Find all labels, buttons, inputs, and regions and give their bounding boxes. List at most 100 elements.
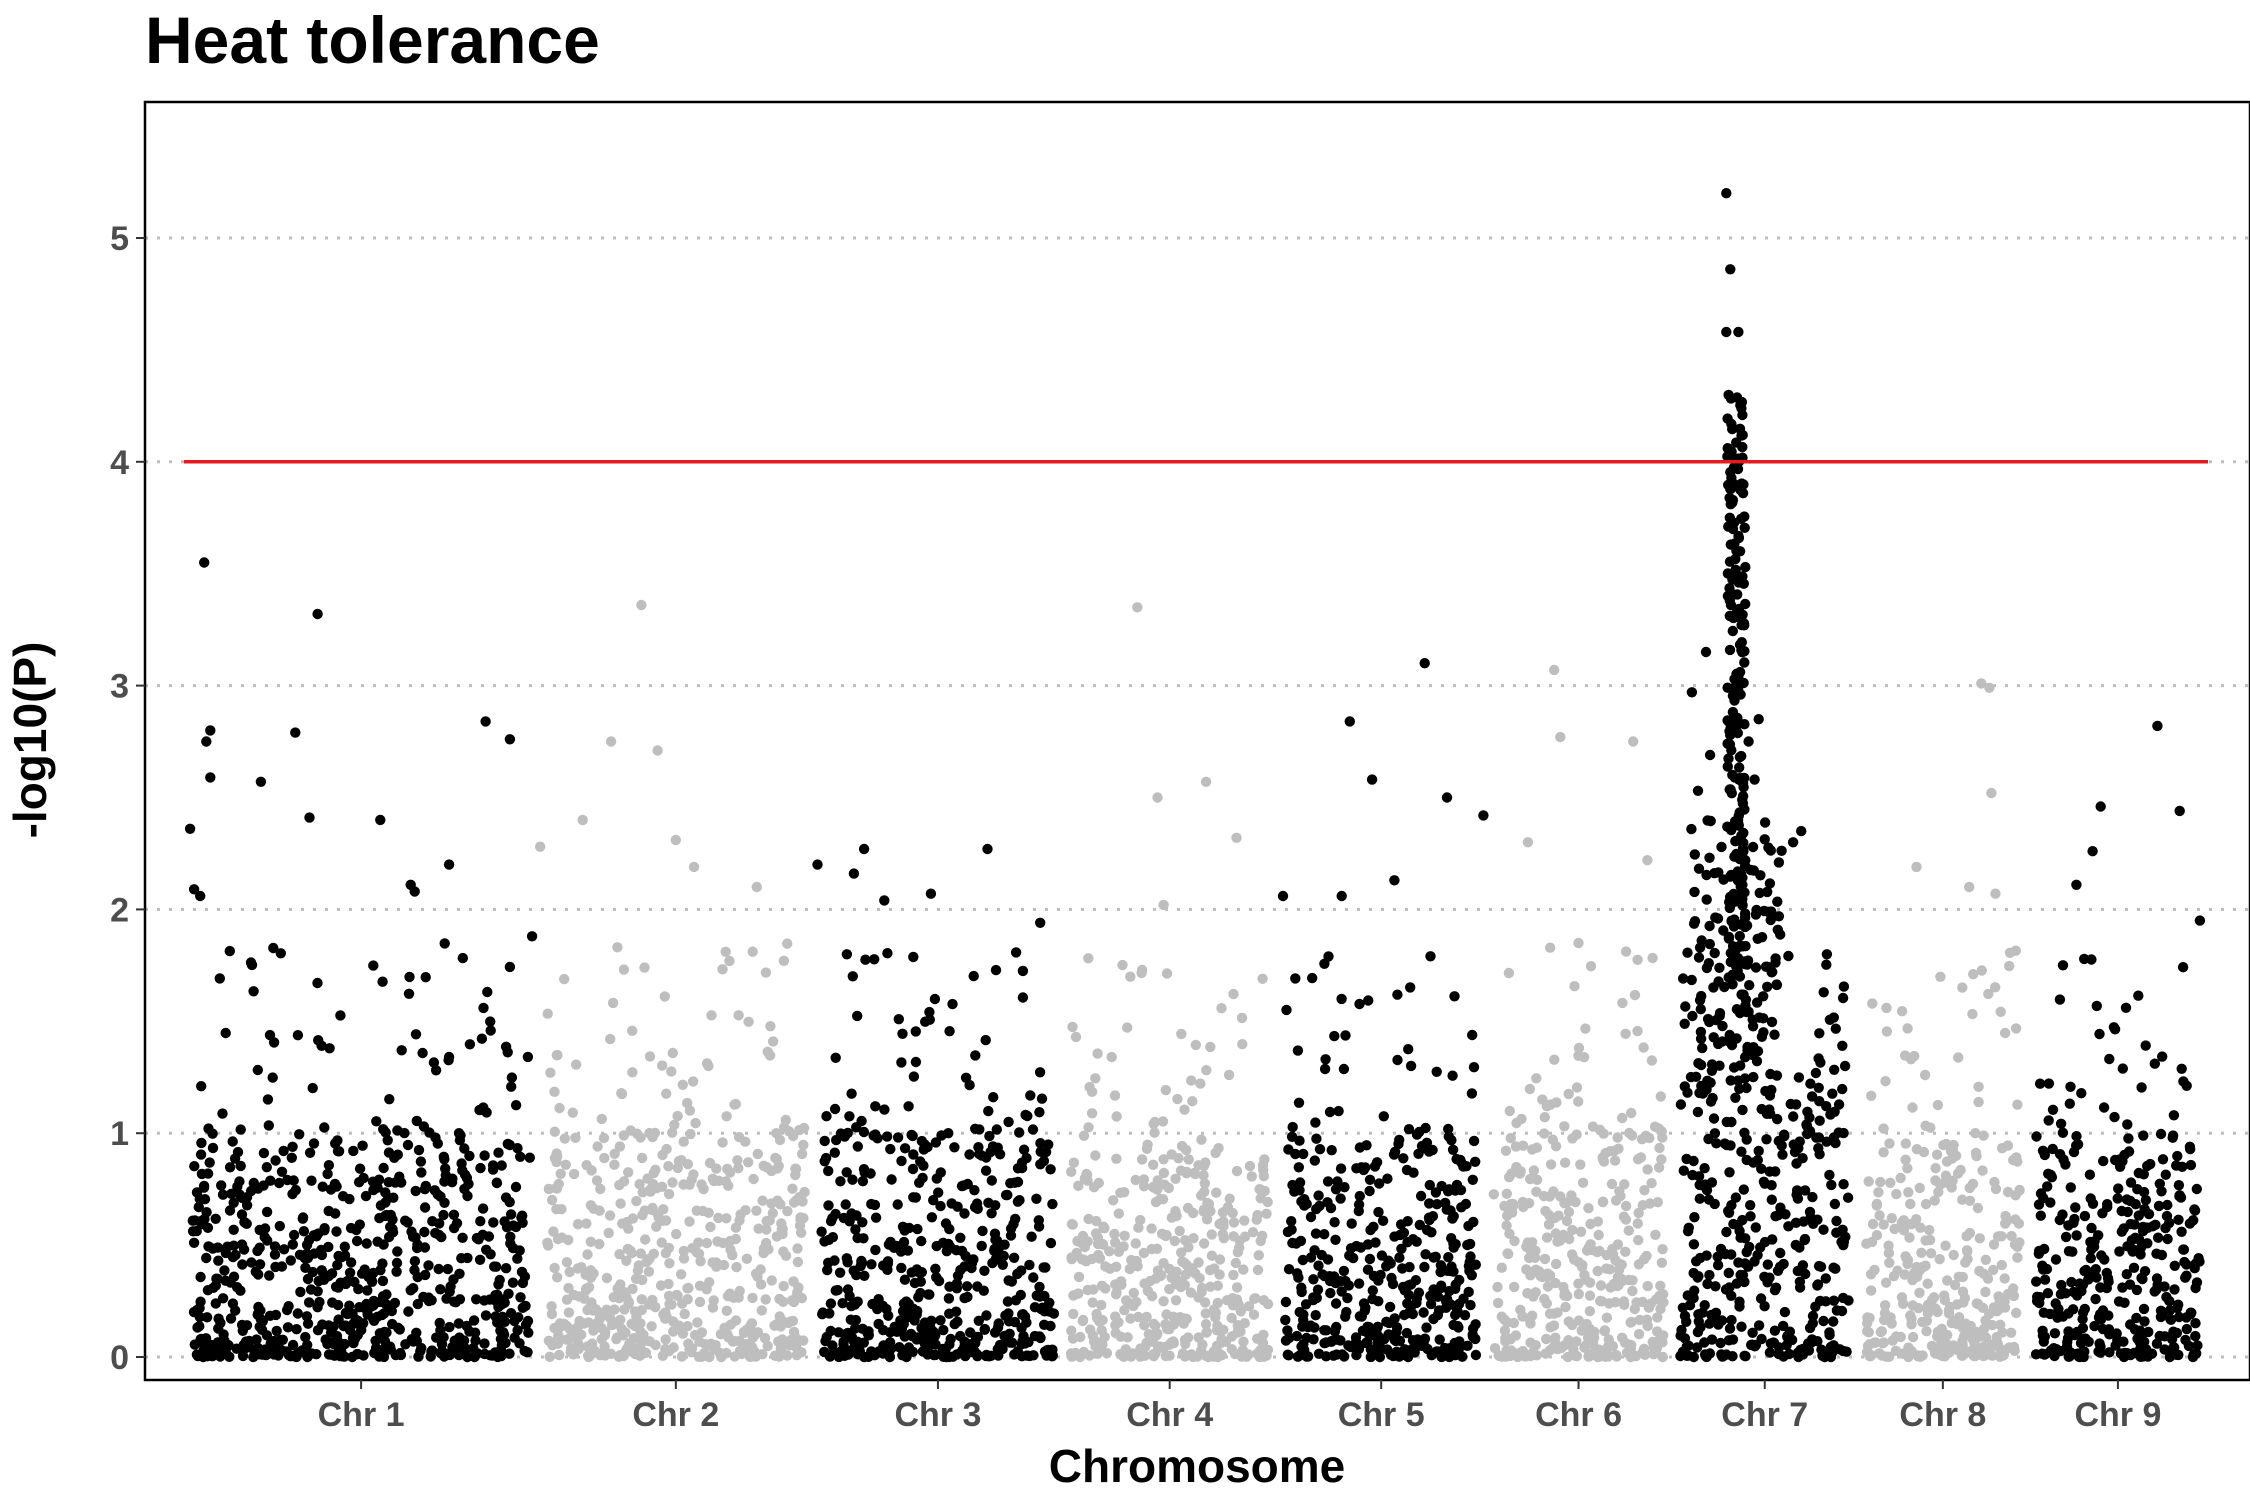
snp-point (935, 1315, 946, 1326)
snp-point (743, 1157, 754, 1168)
snp-point (1403, 1124, 1415, 1135)
snp-point (1731, 1004, 1743, 1015)
snp-point (1430, 1251, 1441, 1263)
snp-point (606, 1319, 618, 1331)
snp-point (1413, 1148, 1424, 1160)
snp-point (2093, 1346, 2104, 1357)
snp-point (1159, 1179, 1170, 1190)
snp-point (423, 1260, 434, 1271)
snp-point (2168, 1110, 2180, 1121)
snp-point (696, 1327, 708, 1338)
snp-point (1374, 1178, 1385, 1189)
snp-point (1257, 973, 1268, 984)
snp-point (450, 1297, 461, 1308)
snp-point (1683, 1350, 1694, 1361)
snp-point (2079, 1265, 2090, 1277)
snp-point (252, 1245, 263, 1257)
snp-point (1617, 997, 1628, 1009)
snp-point (1455, 1184, 1467, 1196)
snp-point (901, 1296, 912, 1307)
snp-point (412, 1298, 423, 1310)
snp-point (1796, 825, 1807, 837)
snp-point (1448, 1242, 1459, 1253)
snp-point (1736, 1321, 1747, 1332)
snp-point (1707, 1092, 1718, 1104)
snp-point (199, 557, 210, 568)
snp-point (1806, 1334, 1818, 1345)
snp-point (1964, 881, 1975, 893)
snp-point (795, 1212, 806, 1223)
snp-point (210, 1213, 221, 1225)
snp-point (1749, 774, 1760, 785)
snp-point (485, 1249, 496, 1260)
snp-point (1024, 1259, 1035, 1271)
snp-point (1821, 949, 1833, 960)
snp-point (722, 1329, 733, 1340)
snp-point (1765, 1068, 1776, 1080)
snp-point (733, 1292, 744, 1303)
snp-point (526, 931, 538, 942)
snp-point (1993, 1291, 2004, 1302)
snp-point (1537, 1271, 1548, 1283)
snp-point (1986, 787, 1997, 799)
snp-point (1914, 1182, 1925, 1194)
snp-point (852, 1141, 863, 1152)
snp-point (276, 1166, 288, 1178)
snp-point (1875, 1176, 1886, 1188)
snp-point (1700, 646, 1712, 658)
snp-point (1827, 1088, 1838, 1099)
snp-point (2139, 1203, 2150, 1215)
snp-point (829, 1255, 840, 1266)
snp-point (490, 1311, 501, 1322)
snp-point (2126, 1235, 2138, 1246)
snp-point (1012, 1176, 1024, 1188)
snp-point (1644, 1198, 1656, 1209)
snp-point (268, 1037, 280, 1048)
snp-point (646, 1321, 657, 1332)
snp-point (415, 1156, 427, 1167)
snp-point (1943, 1305, 1955, 1316)
snp-point (2190, 1330, 2201, 1342)
snp-point (312, 608, 323, 620)
snp-point (479, 1150, 490, 1161)
snp-point (2093, 1230, 2104, 1241)
snp-point (268, 942, 279, 954)
snp-point (192, 1322, 203, 1333)
snp-point (226, 1188, 237, 1200)
snp-point (1735, 1232, 1746, 1243)
snp-point (1470, 1349, 1482, 1361)
snp-point (959, 1208, 970, 1219)
snp-point (1733, 603, 1745, 615)
snp-point (566, 1343, 577, 1354)
snp-point (375, 814, 386, 826)
snp-point (1196, 1286, 1207, 1298)
snp-point (821, 1111, 832, 1122)
snp-point (555, 1168, 566, 1180)
snp-point (851, 1210, 862, 1221)
snp-point (1314, 1144, 1326, 1155)
snp-point (1739, 1350, 1750, 1362)
snp-point (790, 1163, 801, 1174)
snp-point (679, 1308, 690, 1320)
snp-point (951, 1278, 963, 1289)
snp-point (1066, 1166, 1077, 1178)
snp-point (1415, 1190, 1427, 1202)
snp-point (480, 1310, 492, 1321)
snp-point (1421, 1224, 1433, 1236)
snp-point (1499, 1325, 1511, 1336)
snp-point (765, 1020, 776, 1032)
snp-point (1210, 1312, 1221, 1323)
snp-point (1421, 1322, 1432, 1333)
snp-point (1619, 1299, 1630, 1311)
snp-point (2191, 1277, 2203, 1288)
snp-point (944, 1026, 955, 1037)
snp-point (301, 1311, 313, 1322)
snp-point (201, 736, 212, 747)
snp-point (1618, 1211, 1630, 1222)
snp-point (747, 946, 758, 957)
snp-point (1738, 1184, 1750, 1195)
snp-point (1181, 1144, 1192, 1156)
snp-point (1704, 1016, 1715, 1028)
snp-point (1228, 1231, 1239, 1242)
snp-point (1906, 1319, 1917, 1330)
